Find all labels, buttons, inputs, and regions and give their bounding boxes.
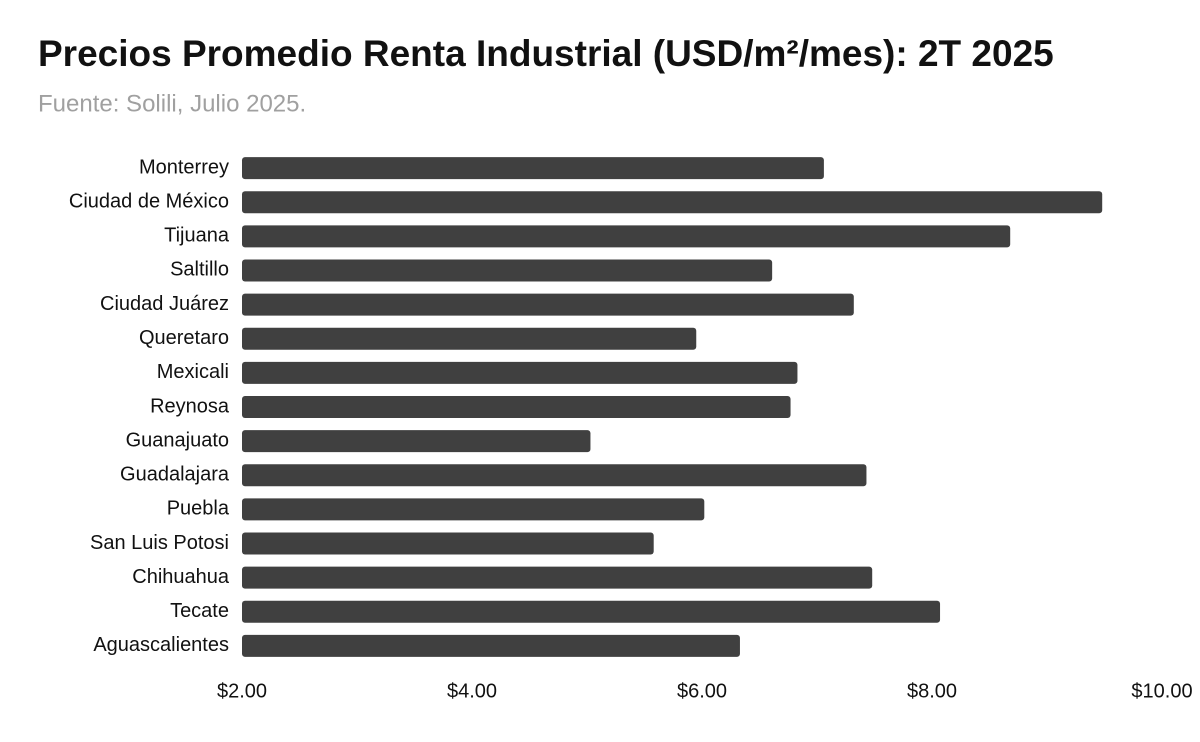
- chart-title: Precios Promedio Renta Industrial (USD/m…: [38, 33, 1054, 74]
- y-tick-label: Tijuana: [164, 225, 230, 247]
- y-tick-label: Tecate: [170, 600, 229, 622]
- x-tick-label: $8.00: [907, 680, 957, 702]
- y-tick-label: Monterrey: [139, 156, 229, 178]
- bar: [242, 293, 854, 316]
- bar: [242, 327, 697, 350]
- y-tick-label: Puebla: [167, 498, 230, 520]
- y-tick-label: Ciudad de México: [69, 190, 229, 212]
- bar: [242, 157, 824, 180]
- y-tick-label: San Luis Potosi: [90, 532, 229, 554]
- bar: [242, 532, 654, 555]
- bar: [242, 191, 1103, 214]
- chart-subtitle: Fuente: Solili, Julio 2025.: [38, 90, 306, 117]
- x-tick-label: $6.00: [677, 680, 727, 702]
- y-tick-label: Chihuahua: [132, 566, 230, 588]
- x-tick-label: $2.00: [217, 680, 267, 702]
- bar: [242, 225, 1011, 248]
- x-tick-label: $10.00: [1131, 680, 1192, 702]
- y-tick-label: Guadalajara: [120, 464, 230, 486]
- bar: [242, 396, 791, 418]
- bar: [242, 430, 591, 453]
- x-tick-label: $4.00: [447, 680, 497, 702]
- bar: [242, 634, 740, 657]
- y-tick-label: Aguascalientes: [93, 634, 229, 656]
- y-tick-label: Saltillo: [170, 259, 229, 281]
- bar: [242, 600, 941, 623]
- bar: [242, 464, 867, 487]
- bar: [242, 361, 798, 384]
- y-tick-label: Guanajuato: [126, 429, 229, 451]
- bar: [242, 259, 773, 282]
- y-tick-label: Mexicali: [157, 361, 229, 383]
- y-tick-label: Ciudad Juárez: [100, 293, 229, 315]
- bar: [242, 498, 705, 521]
- y-tick-label: Queretaro: [139, 327, 229, 349]
- y-tick-label: Reynosa: [150, 395, 230, 417]
- bar: [242, 566, 873, 589]
